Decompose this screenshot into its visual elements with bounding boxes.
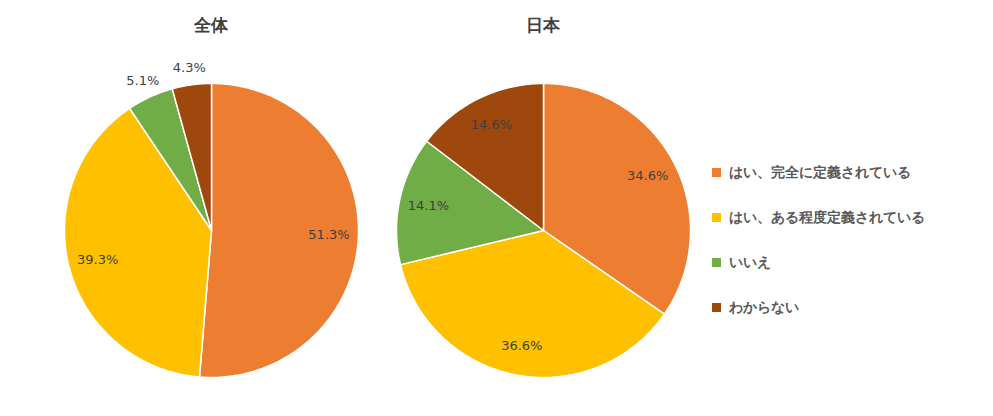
svg-text:14.6%: 14.6% [471, 117, 512, 132]
svg-text:4.3%: 4.3% [173, 60, 206, 75]
svg-text:51.3%: 51.3% [308, 227, 349, 242]
html-text:全体: 全体 [194, 15, 228, 35]
svg-text:34.6%: 34.6% [627, 168, 668, 183]
html-text:日本: 日本 [526, 15, 560, 35]
html-text:いいえ: いいえ [729, 253, 771, 270]
svg-text:36.6%: 36.6% [501, 338, 542, 353]
html-text:わからない: わからない [729, 298, 799, 315]
svg-text:39.3%: 39.3% [77, 252, 118, 267]
html-text:はい、ある程度定義されている: はい、ある程度定義されている [729, 208, 925, 225]
html-text:はい、完全に定義されている: はい、完全に定義されている [729, 163, 911, 180]
svg-text:14.1%: 14.1% [408, 198, 449, 213]
svg-text:5.1%: 5.1% [126, 73, 159, 88]
